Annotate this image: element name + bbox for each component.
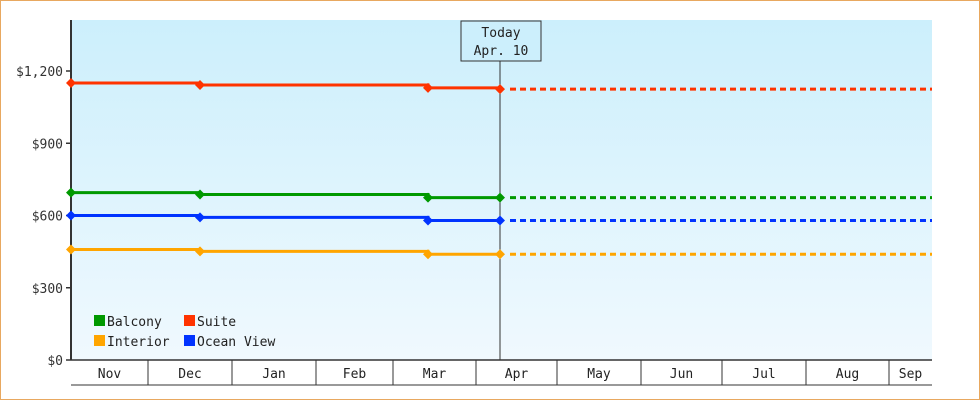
series-interior bbox=[66, 244, 932, 260]
svg-text:Interior: Interior bbox=[107, 335, 170, 350]
svg-text:Suite: Suite bbox=[197, 315, 236, 330]
x-tick-label: Apr bbox=[505, 367, 529, 382]
today-date-label: Apr. 10 bbox=[474, 44, 529, 59]
svg-text:Ocean View: Ocean View bbox=[197, 335, 275, 350]
today-marker: Today Apr. 10 bbox=[460, 20, 542, 360]
legend: Balcony Suite Interior Ocean View bbox=[94, 315, 275, 350]
y-tick-label: $600 bbox=[32, 210, 63, 225]
x-tick-label: Sep bbox=[899, 367, 923, 382]
y-tick-label: $900 bbox=[32, 137, 63, 152]
series-balcony bbox=[66, 187, 932, 203]
plot-area bbox=[71, 20, 932, 360]
series-suite bbox=[66, 78, 932, 95]
legend-item-ocean-view: Ocean View bbox=[184, 335, 275, 350]
legend-item-interior: Interior bbox=[94, 335, 170, 350]
x-tick-label: Nov bbox=[98, 367, 122, 382]
x-tick-label: Feb bbox=[343, 367, 367, 382]
today-label: Today bbox=[481, 26, 520, 41]
x-tick-label: Aug bbox=[836, 367, 859, 382]
x-tick-label: Dec bbox=[178, 367, 201, 382]
series-lines bbox=[66, 78, 932, 260]
x-tick-label: Jul bbox=[752, 367, 775, 382]
x-tick-label: May bbox=[587, 367, 611, 382]
x-tick-label: Mar bbox=[423, 367, 447, 382]
y-tick-label: $300 bbox=[32, 282, 63, 297]
y-tick-label: $0 bbox=[47, 354, 63, 369]
x-tick-label: Jan bbox=[262, 367, 285, 382]
series-ocean-view bbox=[66, 210, 932, 226]
legend-item-suite: Suite bbox=[184, 315, 236, 330]
y-axis: $0 $300 $600 $900 $1,200 bbox=[16, 20, 72, 369]
x-axis: Nov Dec Jan Feb Mar Apr May Jun Jul Aug Sep bbox=[71, 359, 932, 386]
x-tick-label: Jun bbox=[670, 367, 693, 382]
svg-text:Balcony: Balcony bbox=[107, 315, 162, 330]
legend-item-balcony: Balcony bbox=[94, 315, 162, 330]
y-tick-label: $1,200 bbox=[16, 65, 63, 80]
